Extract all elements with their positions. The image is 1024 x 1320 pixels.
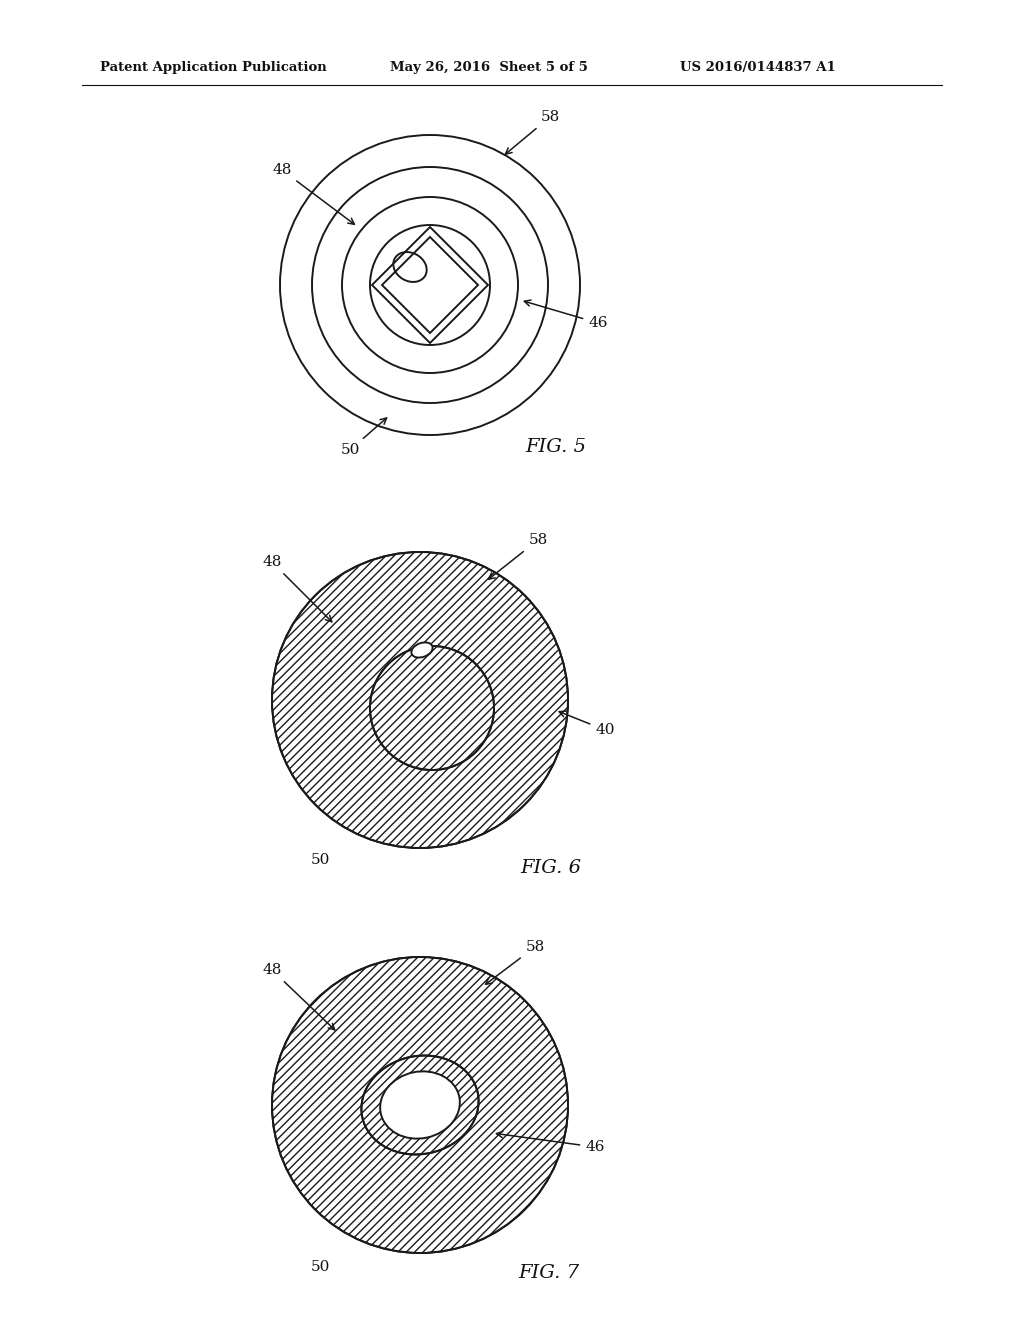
Text: 58: 58 — [506, 110, 560, 154]
Text: FIG. 5: FIG. 5 — [525, 438, 586, 455]
Text: 48: 48 — [272, 162, 354, 224]
Text: 46: 46 — [524, 300, 608, 330]
Text: 48: 48 — [262, 964, 335, 1030]
Text: 50: 50 — [310, 853, 330, 867]
Circle shape — [272, 957, 568, 1253]
Ellipse shape — [412, 643, 432, 657]
Ellipse shape — [361, 1056, 478, 1155]
Text: 46: 46 — [497, 1131, 605, 1154]
Text: FIG. 6: FIG. 6 — [520, 859, 581, 876]
Text: 50: 50 — [310, 1261, 330, 1274]
Text: 58: 58 — [488, 533, 548, 579]
Text: 58: 58 — [485, 940, 545, 985]
Text: 50: 50 — [340, 418, 387, 457]
Text: FIG. 7: FIG. 7 — [518, 1265, 579, 1282]
Circle shape — [370, 645, 494, 770]
Ellipse shape — [380, 1072, 460, 1139]
Text: US 2016/0144837 A1: US 2016/0144837 A1 — [680, 62, 836, 74]
Circle shape — [272, 552, 568, 847]
Text: Patent Application Publication: Patent Application Publication — [100, 62, 327, 74]
Text: 48: 48 — [262, 554, 332, 622]
Text: 40: 40 — [559, 711, 614, 737]
Text: May 26, 2016  Sheet 5 of 5: May 26, 2016 Sheet 5 of 5 — [390, 62, 588, 74]
